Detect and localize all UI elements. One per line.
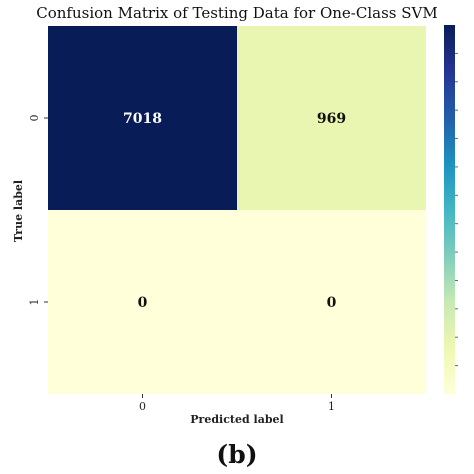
heatmap-cell-labels: 7018 969 0 0 xyxy=(123,111,346,311)
heatmap-cell-label-0-0: 7018 xyxy=(123,111,162,127)
colorbar xyxy=(444,25,458,394)
figure-caption: (b) xyxy=(216,440,257,469)
heatmap-cell-label-1-1: 0 xyxy=(327,295,337,311)
y-tick-label-1: 1 xyxy=(28,299,41,306)
x-axis-label: Predicted label xyxy=(190,413,283,426)
heatmap-cell-0-0 xyxy=(48,26,237,210)
x-tick-label-1: 1 xyxy=(328,400,335,413)
heatmap-cell-label-1-0: 0 xyxy=(138,295,148,311)
y-axis-label: True label xyxy=(12,180,25,242)
chart-title: Confusion Matrix of Testing Data for One… xyxy=(36,4,437,22)
y-axis-ticks: 01 xyxy=(28,115,48,306)
heatmap-cell-label-0-1: 969 xyxy=(317,111,346,127)
y-tick-label-0: 0 xyxy=(28,115,41,122)
heatmap-cell-1-0 xyxy=(48,210,237,394)
colorbar-ticks xyxy=(455,52,458,367)
colorbar-gradient xyxy=(444,25,455,394)
heatmap-cell-0-1 xyxy=(237,26,426,210)
heatmap-cell-1-1 xyxy=(237,210,426,394)
x-tick-label-0: 0 xyxy=(139,400,146,413)
heatmap-cells xyxy=(48,26,426,394)
